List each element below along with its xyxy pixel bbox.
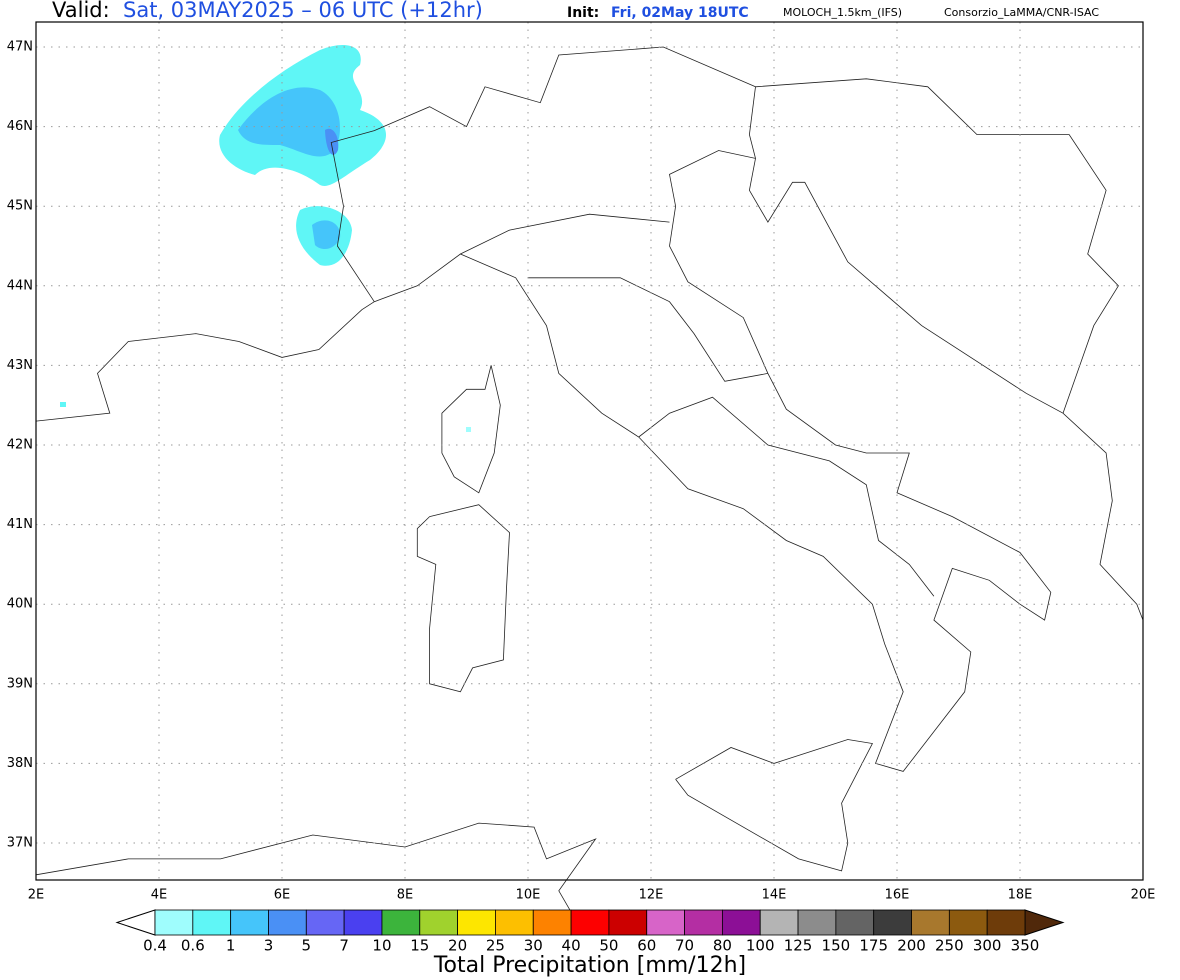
coastline (35, 822, 597, 923)
colorbar-box (721, 909, 761, 936)
colorbar-label: 80 (713, 937, 732, 955)
colorbar-box (419, 909, 459, 936)
colorbar-label: 70 (675, 937, 694, 955)
precipitation-area (60, 45, 471, 432)
colorbar-title: Total Precipitation [mm/12h] (433, 953, 746, 978)
colorbar-box (986, 909, 1026, 936)
colorbar-label: 175 (859, 937, 888, 955)
colorbar-label: 1 (226, 937, 236, 955)
lat-label: 40N (7, 597, 33, 612)
colorbar-label: 350 (1011, 937, 1040, 955)
colorbar-label: 5 (302, 937, 312, 955)
lat-label: 38N (7, 756, 33, 771)
colorbar-label: 60 (637, 937, 656, 955)
coastline (416, 504, 510, 693)
colorbar-box (305, 909, 345, 936)
valid-label: Valid: (52, 0, 110, 22)
colorbar-box (873, 909, 912, 936)
lon-label: 14E (762, 888, 787, 903)
colorbar-label: 200 (897, 937, 926, 955)
lat-label: 42N (7, 438, 33, 453)
lat-label: 47N (7, 40, 33, 55)
colorbar-box (532, 909, 572, 936)
lat-label: 43N (7, 358, 33, 373)
lon-label: 8E (397, 888, 414, 903)
lon-label: 18E (1008, 888, 1033, 903)
colorbar-label: 40 (562, 937, 581, 955)
map-frame (35, 21, 1144, 881)
colorbar-label: 10 (372, 937, 391, 955)
coastline (638, 396, 935, 597)
lat-label: 46N (7, 119, 33, 134)
coastline (330, 46, 756, 302)
lon-label: 6E (274, 888, 291, 903)
colorbar-box (268, 909, 307, 936)
colorbar-box (608, 909, 648, 936)
colorbar-box (948, 909, 988, 936)
model-name: MOLOCH_1.5km_(IFS) (783, 6, 902, 19)
colorbar-box (911, 909, 950, 936)
colorbar-label: 50 (599, 937, 618, 955)
colorbar-box (570, 909, 610, 936)
colorbar-box (759, 909, 799, 936)
colorbar-label: 125 (784, 937, 813, 955)
lon-label: 12E (639, 888, 664, 903)
coastline (441, 365, 501, 494)
colorbar-box (684, 909, 723, 936)
lon-label: 2E (28, 888, 45, 903)
colorbar-label: 15 (410, 937, 429, 955)
lon-label: 16E (885, 888, 910, 903)
init-label: Init: (567, 5, 599, 21)
lon-label: 10E (516, 888, 541, 903)
colorbar-box (495, 909, 534, 936)
colorbar-label: 30 (524, 937, 543, 955)
colorbar-label: 3 (264, 937, 274, 955)
colorbar-under (115, 909, 156, 936)
colorbar-box (646, 909, 685, 936)
graticule: 47N 46N 45N 44N 43N 42N 41N 40N 39N 38N 37N 2E 4E 6E 8… (7, 22, 1156, 903)
lon-label: 4E (151, 888, 168, 903)
coastline (675, 739, 874, 872)
coastline (528, 277, 768, 382)
coastlines (35, 46, 1144, 923)
lat-label: 44N (7, 278, 33, 293)
init-time: Fri, 02May 18UTC (611, 5, 749, 21)
colorbar: 0.4 0.6 1 3 5 7 10 15 20 25 30 40 50 60 70 80 100 125 150 1… (115, 909, 1065, 955)
colorbar-box (154, 909, 194, 936)
lat-label: 41N (7, 517, 33, 532)
colorbar-label: 25 (486, 937, 505, 955)
colorbar-box (835, 909, 875, 936)
lat-label: 45N (7, 199, 33, 214)
colorbar-over (1024, 909, 1065, 936)
colorbar-label: 150 (822, 937, 851, 955)
colorbar-label: 0.6 (181, 937, 205, 955)
coastline (460, 213, 670, 255)
valid-time: Sat, 03MAY2025 – 06 UTC (+12hr) (123, 0, 483, 22)
lat-label: 37N (7, 836, 33, 851)
colorbar-label: 100 (746, 937, 775, 955)
colorbar-label: 300 (973, 937, 1002, 955)
coastline (374, 150, 1144, 772)
coastline (35, 301, 375, 422)
colorbar-box (343, 909, 383, 936)
colorbar-box (381, 909, 421, 936)
colorbar-label: 20 (448, 937, 467, 955)
credit: Consorzio_LaMMA/CNR-ISAC (944, 6, 1099, 19)
colorbar-box (457, 909, 496, 936)
colorbar-label: 7 (339, 937, 349, 955)
colorbar-box (797, 909, 837, 936)
colorbar-label: 250 (935, 937, 964, 955)
lat-label: 39N (7, 676, 33, 691)
coastline (755, 78, 1119, 414)
lon-label: 20E (1131, 888, 1156, 903)
colorbar-box (192, 909, 232, 936)
colorbar-box (230, 909, 269, 936)
colorbar-label: 0.4 (143, 937, 167, 955)
